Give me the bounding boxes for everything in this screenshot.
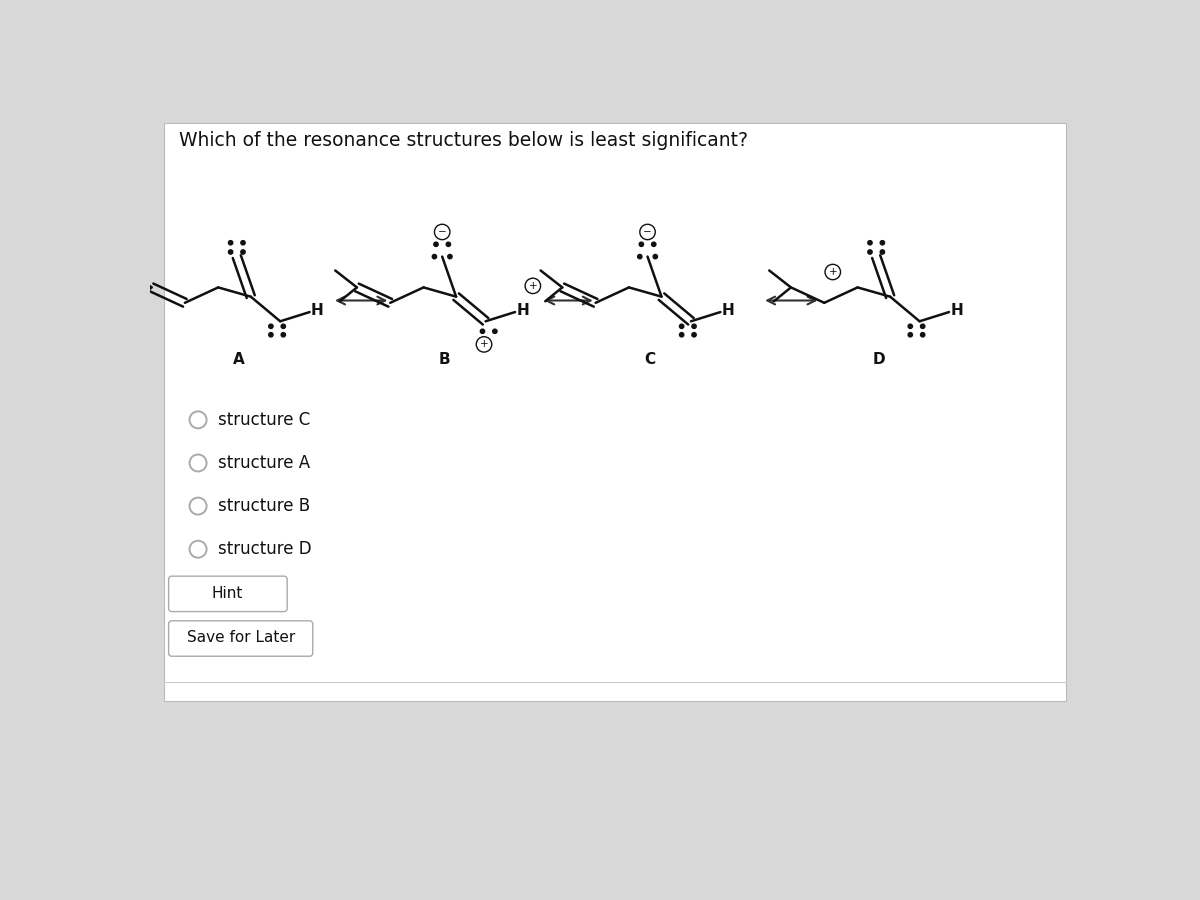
Circle shape (920, 324, 925, 328)
Circle shape (228, 250, 233, 254)
Text: Save for Later: Save for Later (186, 630, 295, 645)
Text: +: + (528, 281, 538, 291)
Circle shape (908, 333, 912, 337)
Circle shape (241, 250, 245, 254)
Circle shape (692, 333, 696, 337)
Text: C: C (644, 352, 655, 367)
Text: structure D: structure D (218, 540, 312, 558)
Text: Hint: Hint (212, 586, 244, 600)
Text: D: D (872, 352, 884, 367)
Text: Which of the resonance structures below is least significant?: Which of the resonance structures below … (180, 130, 749, 149)
Circle shape (679, 333, 684, 337)
Circle shape (637, 255, 642, 259)
Circle shape (868, 250, 872, 254)
Text: structure B: structure B (218, 497, 311, 515)
Circle shape (640, 242, 643, 247)
Circle shape (493, 329, 497, 334)
Text: structure C: structure C (218, 410, 311, 428)
Text: A: A (233, 352, 245, 367)
Circle shape (652, 242, 656, 247)
Circle shape (269, 324, 274, 328)
Circle shape (480, 329, 485, 334)
FancyBboxPatch shape (164, 123, 1066, 701)
Circle shape (432, 255, 437, 259)
Text: H: H (311, 303, 324, 318)
FancyBboxPatch shape (168, 621, 313, 656)
Circle shape (653, 255, 658, 259)
FancyBboxPatch shape (168, 576, 287, 612)
Circle shape (448, 255, 452, 259)
Circle shape (241, 240, 245, 245)
Text: +: + (828, 267, 838, 277)
Circle shape (434, 242, 438, 247)
Text: B: B (439, 352, 450, 367)
Circle shape (446, 242, 450, 247)
Text: H: H (516, 303, 529, 318)
Circle shape (908, 324, 912, 328)
Circle shape (228, 240, 233, 245)
Text: structure A: structure A (218, 454, 311, 472)
Circle shape (269, 333, 274, 337)
Text: H: H (950, 303, 964, 318)
Text: +: + (480, 339, 488, 349)
Circle shape (920, 333, 925, 337)
Circle shape (692, 324, 696, 328)
Circle shape (679, 324, 684, 328)
Circle shape (281, 324, 286, 328)
Text: H: H (721, 303, 734, 318)
Text: −: − (438, 227, 446, 237)
Circle shape (868, 240, 872, 245)
Circle shape (281, 333, 286, 337)
Text: −: − (643, 227, 652, 237)
Circle shape (881, 250, 884, 254)
Circle shape (881, 240, 884, 245)
